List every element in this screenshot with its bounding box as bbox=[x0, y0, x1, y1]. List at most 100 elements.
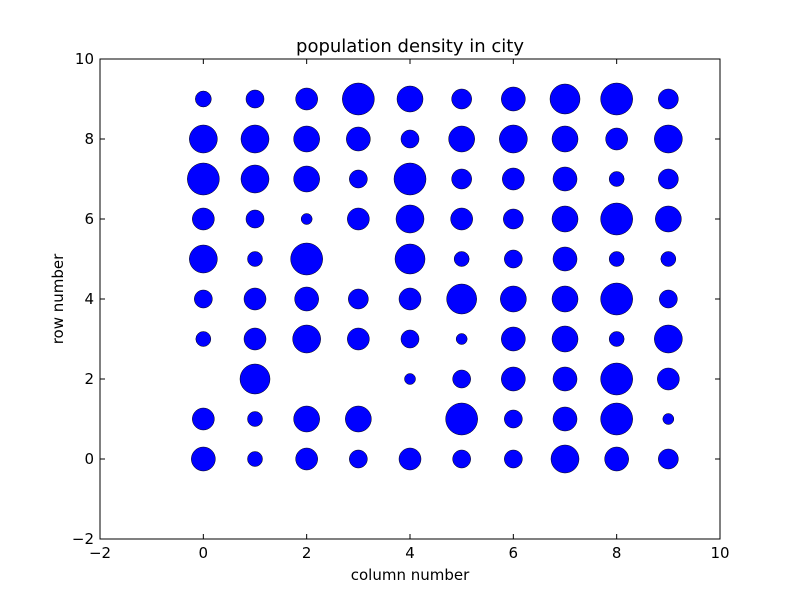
scatter-point bbox=[240, 124, 270, 154]
scatter-point bbox=[608, 331, 625, 347]
scatter-point bbox=[452, 449, 471, 469]
scatter-point bbox=[293, 125, 320, 153]
scatter-point bbox=[189, 124, 218, 154]
scatter-point bbox=[192, 207, 215, 231]
scatter-point bbox=[247, 411, 263, 427]
y-tick-label: −2 bbox=[72, 530, 94, 548]
scatter-point bbox=[247, 251, 263, 267]
x-tick-label: −2 bbox=[89, 544, 111, 562]
scatter-point bbox=[398, 287, 422, 311]
scatter-point bbox=[654, 324, 683, 354]
scatter-point bbox=[453, 251, 470, 267]
scatter-point bbox=[300, 213, 313, 225]
tick-layer: −2 0 2 4 6 8 10 −2 0 2 4 6 8 10 bbox=[72, 50, 730, 562]
scatter-point bbox=[600, 282, 633, 316]
scatter-point bbox=[446, 283, 477, 315]
scatter-point bbox=[658, 88, 679, 110]
y-tick-label: 6 bbox=[84, 210, 94, 228]
scatter-point bbox=[451, 88, 472, 110]
x-tick-label: 10 bbox=[710, 544, 729, 562]
scatter-point bbox=[658, 448, 679, 470]
scatter-point bbox=[295, 447, 318, 471]
scatter-point bbox=[400, 129, 420, 149]
x-tick-label: 6 bbox=[509, 544, 519, 562]
x-tick-label: 8 bbox=[612, 544, 622, 562]
scatter-point bbox=[404, 373, 416, 385]
scatter-point bbox=[600, 82, 633, 116]
y-tick-label: 8 bbox=[84, 130, 94, 148]
scatter-point bbox=[502, 167, 525, 191]
scatter-point bbox=[659, 289, 678, 309]
x-axis-label: column number bbox=[351, 566, 470, 584]
scatter-point bbox=[347, 207, 370, 231]
scatter-point bbox=[501, 366, 526, 392]
scatter-point bbox=[243, 327, 267, 351]
scatter-point bbox=[605, 127, 628, 151]
scatter-point bbox=[292, 324, 321, 354]
scatter-point bbox=[501, 86, 526, 112]
scatter-point bbox=[293, 405, 320, 433]
scatter-point bbox=[395, 204, 425, 234]
scatter-point bbox=[604, 446, 629, 472]
scatter-point bbox=[662, 413, 675, 425]
scatter-point bbox=[608, 251, 625, 267]
scatter-point bbox=[348, 288, 369, 310]
scatter-point bbox=[451, 168, 472, 190]
y-axis-label: row number bbox=[49, 253, 67, 344]
scatter-point bbox=[346, 126, 371, 152]
scatter-point bbox=[342, 82, 375, 116]
scatter-point bbox=[658, 168, 679, 190]
scatter-point bbox=[552, 406, 578, 432]
scatter-point bbox=[293, 165, 320, 193]
scatter-point bbox=[398, 447, 422, 471]
scatter-point bbox=[503, 208, 524, 230]
scatter-point bbox=[400, 329, 420, 349]
scatter-point bbox=[195, 331, 212, 347]
scatter-point bbox=[551, 325, 579, 353]
scatter-point bbox=[608, 171, 625, 187]
scatter-point bbox=[396, 85, 424, 113]
scatter-point bbox=[450, 207, 473, 231]
scatter-point bbox=[499, 124, 528, 154]
scatter-point bbox=[247, 451, 263, 467]
y-tick-label: 0 bbox=[84, 450, 94, 468]
scatter-point bbox=[552, 246, 578, 272]
scatter-point bbox=[195, 90, 212, 108]
scatter-point bbox=[552, 166, 578, 192]
scatter-point bbox=[245, 89, 265, 109]
scatter-point bbox=[448, 125, 475, 153]
scatter-point bbox=[504, 249, 523, 269]
scatter-point bbox=[239, 363, 271, 395]
scatter-point bbox=[504, 409, 523, 429]
scatter-point bbox=[654, 124, 683, 154]
scatter-point bbox=[294, 286, 319, 312]
x-tick-label: 4 bbox=[405, 544, 415, 562]
scatter-point bbox=[551, 285, 579, 313]
scatter-point bbox=[393, 162, 427, 196]
scatter-point bbox=[349, 169, 368, 189]
scatter-point bbox=[445, 402, 478, 436]
scatter-point bbox=[295, 87, 318, 111]
scatter-point bbox=[600, 402, 633, 436]
scatter-point bbox=[657, 367, 680, 391]
scatter-point bbox=[552, 366, 578, 392]
scatter-point bbox=[191, 446, 216, 472]
scatter-point bbox=[240, 164, 270, 194]
scatter-point bbox=[551, 125, 579, 153]
x-tick-label: 0 bbox=[199, 544, 209, 562]
chart-title: population density in city bbox=[296, 36, 524, 57]
y-tick-label: 4 bbox=[84, 290, 94, 308]
scatter-point bbox=[600, 362, 633, 396]
scatter-point bbox=[194, 289, 213, 309]
scatter-point bbox=[550, 444, 580, 474]
scatter-point bbox=[187, 162, 220, 196]
scatter-point bbox=[349, 449, 368, 469]
scatter-point bbox=[549, 83, 581, 115]
scatter-point bbox=[290, 242, 323, 276]
scatter-point bbox=[551, 205, 579, 233]
scatter-point bbox=[452, 369, 471, 389]
scatter-point bbox=[655, 205, 682, 233]
scatter-point bbox=[347, 327, 370, 351]
scatter-point bbox=[600, 202, 633, 236]
